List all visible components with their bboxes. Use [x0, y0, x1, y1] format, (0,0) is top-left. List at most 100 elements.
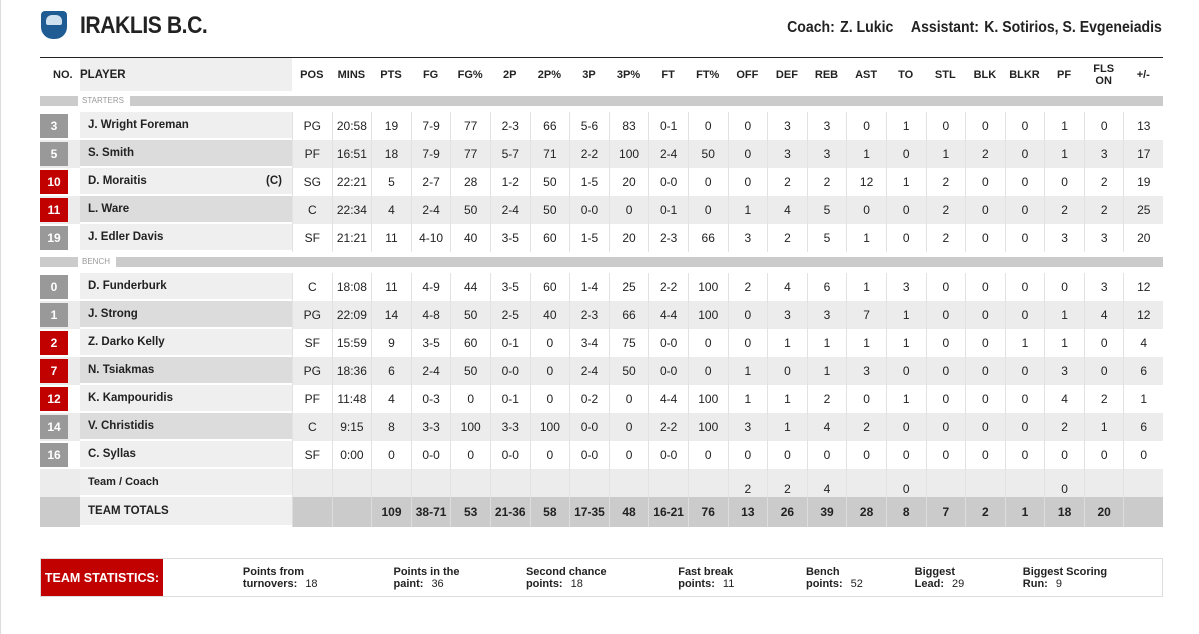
- player-row[interactable]: 5 S. Smith PF 16:51 18 7-9 77 5-7 71 2-2 100 2-4 50 0…: [40, 140, 1163, 168]
- player-name[interactable]: N. Tsiakmas: [88, 364, 155, 376]
- header-8[interactable]: 2P%: [537, 68, 561, 81]
- header-22[interactable]: FLS ON: [1093, 62, 1115, 87]
- stat--: 12: [1123, 301, 1163, 329]
- stat-blkr: 1: [1004, 329, 1045, 357]
- team-stat-value: 36: [431, 577, 444, 590]
- player-row[interactable]: 19 J. Edler Davis SF 21:21 11 4-10 40 3-5 60 1-5 2…: [40, 224, 1163, 252]
- player-name[interactable]: V. Christidis: [88, 420, 155, 432]
- stat-3p: 2-2: [569, 140, 609, 168]
- header-6[interactable]: FG%: [457, 68, 483, 81]
- header-4[interactable]: PTS: [380, 68, 402, 81]
- stat-2p: 2-5: [489, 301, 530, 329]
- stat-2p-: 50: [529, 168, 570, 196]
- header-21[interactable]: PF: [1057, 68, 1072, 81]
- stat-2p: 2-3: [489, 112, 530, 140]
- stat-ast: 0: [846, 196, 886, 224]
- header-10[interactable]: 3P%: [616, 68, 641, 81]
- stat-2p: 0-0: [489, 357, 530, 385]
- stat-reb: 1: [806, 329, 847, 357]
- stat-ft-: 50: [687, 140, 728, 168]
- stat-blk: 0: [965, 168, 1005, 196]
- header-9[interactable]: 3P: [582, 68, 596, 81]
- player-name[interactable]: K. Kampouridis: [88, 392, 173, 404]
- stat-def: 4: [767, 196, 807, 224]
- player-row[interactable]: 16 C. Syllas SF 0:00 0 0-0 0 0-0 0 0-0 0 0-0 0 0 0 0 0 0 0…: [40, 441, 1163, 469]
- stat-3p: 5-6: [569, 112, 609, 140]
- stat-2p: 3-5: [489, 224, 530, 252]
- stat-3p: 0-0: [569, 413, 609, 441]
- header-5[interactable]: FG: [422, 68, 439, 81]
- player-name[interactable]: Z. Darko Kelly: [88, 336, 165, 348]
- stat-3p-: 83: [608, 112, 649, 140]
- number-cell: 7: [40, 357, 80, 385]
- header-13[interactable]: OFF: [736, 68, 759, 81]
- stat-pts: 18: [371, 140, 411, 168]
- stat-2p-: 100: [529, 413, 570, 441]
- player-row[interactable]: 3 J. Wright Foreman PG 20:58 19 7-9 77 2-3 66 5-6…: [40, 112, 1163, 140]
- player-name[interactable]: L. Ware: [88, 203, 130, 215]
- header-15[interactable]: REB: [814, 68, 839, 81]
- header-20[interactable]: BLKR: [1009, 68, 1040, 81]
- player-row[interactable]: 7 N. Tsiakmas PG 18:36 6 2-4 50 0-0 0 2-4 50 0-0 0 1 0…: [40, 357, 1163, 385]
- stat-fg: 7-9: [410, 140, 451, 168]
- stat-blkr: 0: [1004, 413, 1045, 441]
- header-14[interactable]: DEF: [775, 68, 798, 81]
- player-name-cell: N. Tsiakmas: [80, 357, 292, 385]
- stat--: 1: [1123, 385, 1163, 413]
- player-row[interactable]: 14 V. Christidis C 9:15 8 3-3 100 3-3 100 0-0 0 2-2…: [40, 413, 1163, 441]
- stat-ft: 2-4: [648, 140, 688, 168]
- player-name[interactable]: J. Edler Davis: [88, 231, 164, 243]
- stat-blkr: 0: [1004, 196, 1045, 224]
- coach-name: Z. Lukic: [840, 19, 894, 36]
- stat-pos: C: [292, 413, 332, 441]
- stat-fg: 2-4: [410, 196, 451, 224]
- player-row[interactable]: 10 D. Moraitis (C) SG 22:21 5 2-7 28 1-2 50 1-5 20 0…: [40, 168, 1163, 196]
- header-12[interactable]: FT%: [696, 68, 720, 81]
- team-stat-value: 11: [722, 577, 735, 590]
- player-name[interactable]: J. Wright Foreman: [88, 119, 189, 131]
- player-name[interactable]: C. Syllas: [88, 448, 136, 460]
- stat-ft: 2-3: [648, 224, 688, 252]
- team-stat-name: Second chance points:: [525, 565, 607, 590]
- player-name[interactable]: D. Moraitis: [88, 175, 147, 187]
- player-row[interactable]: 11 L. Ware C 22:34 4 2-4 50 2-4 50 0-0 0 0-1 0 1 4 5 0 0 2…: [40, 196, 1163, 224]
- player-name[interactable]: D. Funderburk: [88, 280, 167, 292]
- stat--: 6: [1123, 413, 1163, 441]
- header-23[interactable]: +/-: [1136, 68, 1150, 81]
- stat-3p-: 0: [608, 196, 649, 224]
- stat-pts: 14: [371, 301, 411, 329]
- player-row[interactable]: 12 K. Kampouridis PF 11:48 4 0-3 0 0-1 0 0-2 0 4-4 1…: [40, 385, 1163, 413]
- team-stat-item: Fast break points: 11: [678, 566, 784, 590]
- header-19[interactable]: BLK: [973, 68, 997, 81]
- stat-reb: 5: [806, 224, 847, 252]
- stat-fg-: 44: [450, 273, 490, 301]
- stat-ft: 2-2: [648, 413, 688, 441]
- header-3[interactable]: MINS: [337, 68, 366, 81]
- header-16[interactable]: AST: [855, 68, 878, 81]
- stat-ft: 4-4: [648, 301, 688, 329]
- player-name[interactable]: S. Smith: [88, 147, 135, 159]
- stat-3p: 0-0: [569, 196, 609, 224]
- player-row[interactable]: 1 J. Strong PG 22:09 14 4-8 50 2-5 40 2-3 66 4-4 100…: [40, 301, 1163, 329]
- stat-3p-: 0: [608, 385, 649, 413]
- header-17[interactable]: TO: [898, 68, 914, 81]
- header-18[interactable]: STL: [934, 68, 956, 81]
- team_row-stat: [331, 469, 372, 497]
- header-11[interactable]: FT: [661, 68, 675, 81]
- player-row[interactable]: 2 Z. Darko Kelly SF 15:59 9 3-5 60 0-1 0 3-4 75 0-0…: [40, 329, 1163, 357]
- team_row-stat: [1123, 469, 1163, 497]
- stat-fg: 7-9: [410, 112, 451, 140]
- stat-to: 0: [885, 441, 926, 469]
- totals-stat: 53: [450, 497, 490, 527]
- stat-reb: 2: [806, 168, 847, 196]
- stat-fg: 4-9: [410, 273, 451, 301]
- stat--: 17: [1123, 140, 1163, 168]
- stat-pts: 4: [371, 385, 411, 413]
- header-2[interactable]: POS: [300, 68, 324, 81]
- stat-def: 1: [767, 385, 807, 413]
- player-row[interactable]: 0 D. Funderburk C 18:08 11 4-9 44 3-5 60 1-4 25 2-2…: [40, 273, 1163, 301]
- header-7[interactable]: 2P: [503, 68, 517, 81]
- totals-stat: 48: [608, 497, 649, 527]
- player-name[interactable]: J. Strong: [88, 308, 138, 320]
- stat-off: 2: [727, 273, 768, 301]
